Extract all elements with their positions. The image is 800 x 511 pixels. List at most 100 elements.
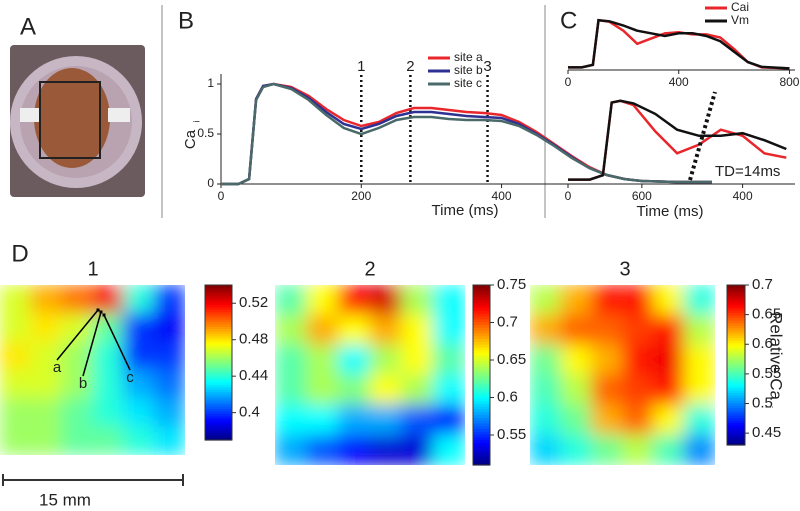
- panel-label: D: [11, 240, 28, 267]
- heatmap-cell: [61, 341, 93, 371]
- colorbar-step: [473, 372, 490, 376]
- heatmap-cell: [306, 344, 339, 376]
- colorbar-step: [727, 335, 745, 339]
- heatmap-cell: [30, 312, 63, 343]
- map-title: 3: [619, 258, 630, 280]
- colorbar-step: [727, 390, 745, 394]
- colorbar-step: [473, 389, 490, 393]
- colorbar-step: [727, 357, 745, 361]
- colorbar-step: [473, 335, 490, 340]
- colorbar-step: [473, 448, 490, 452]
- colorbar-tick-label: 0.7: [497, 313, 518, 330]
- heatmap-cell: [30, 341, 63, 371]
- heatmap-cell: [652, 344, 685, 376]
- colorbar-step: [205, 301, 232, 305]
- colorbar-step: [473, 400, 490, 404]
- heatmap-cell: [432, 434, 465, 465]
- heatmap-cell: [369, 285, 403, 316]
- colorbar-step: [727, 327, 745, 331]
- heatmap-cell: [401, 434, 434, 465]
- heatmap-cell: [622, 404, 654, 436]
- heatmap-cell: [30, 397, 63, 428]
- colorbar-step: [205, 432, 232, 436]
- colorbar-step: [473, 436, 490, 441]
- heatmap-cell: [369, 434, 403, 465]
- colorbar-step: [473, 321, 490, 325]
- colorbar-step: [473, 411, 490, 415]
- heatmap-cell: [306, 404, 339, 436]
- colorbar-step: [205, 437, 232, 441]
- heatmap-cell: [591, 344, 623, 376]
- heatmap-cell: [30, 369, 63, 399]
- heatmap: [0, 285, 185, 455]
- colorbar-step: [205, 340, 232, 344]
- colorbar-step: [473, 434, 490, 438]
- y-axis-label: Ca i: [182, 121, 201, 150]
- colorbar-tick-label: 0.6: [497, 388, 518, 405]
- colorbar-step: [473, 341, 490, 345]
- heatmap-cell: [560, 285, 593, 316]
- heatmap-cell: [30, 285, 63, 314]
- colorbar-step: [727, 392, 745, 396]
- colorbar-tick-label: 0.44: [239, 367, 268, 384]
- colorbar-step: [473, 290, 490, 295]
- heatmap-cell: [432, 285, 465, 316]
- colorbar-tick-label: 0.7: [752, 276, 773, 293]
- colorbar-step: [473, 414, 490, 418]
- heatmap-cell: [683, 434, 715, 465]
- heatmap-cell: [122, 285, 155, 314]
- colorbar-step: [205, 386, 232, 390]
- colorbar-step: [473, 363, 490, 368]
- heatmap-cell: [275, 344, 308, 376]
- colorbar-step: [205, 406, 232, 410]
- colorbar-step: [727, 400, 745, 404]
- heatmap-cell: [275, 285, 308, 316]
- heatmap-cell: [432, 344, 465, 376]
- series-line: [568, 18, 790, 70]
- heatmap-cell: [591, 285, 623, 316]
- colorbar-step: [205, 297, 232, 301]
- heatmap-cell: [622, 434, 654, 465]
- colorbar-step: [727, 377, 745, 381]
- colorbar-step: [727, 382, 745, 386]
- series-line: [568, 99, 787, 181]
- marker-label: 3: [483, 58, 491, 75]
- colorbar-step: [727, 420, 745, 424]
- x-tick-label: 200: [351, 189, 371, 203]
- heatmap-cell: [560, 374, 593, 406]
- heatmap-cell: [369, 314, 403, 346]
- colorbar-step: [727, 312, 745, 316]
- heatmap-cell: [61, 426, 93, 455]
- heatmap-cell: [0, 426, 32, 455]
- colorbar-step: [473, 403, 490, 407]
- heatmap-cell: [683, 344, 715, 376]
- colorbar-step: [473, 386, 490, 390]
- heatmap-cell: [153, 312, 185, 343]
- heatmap-cell: [337, 344, 371, 376]
- colorbar-tick-label: 0.55: [752, 365, 781, 382]
- colorbar-step: [727, 437, 745, 441]
- colorbar-step: [473, 349, 490, 354]
- colorbar-step: [473, 360, 490, 365]
- heatmap: [530, 285, 715, 465]
- colorbar-step: [727, 375, 745, 379]
- site-label: c: [126, 369, 134, 386]
- colorbar-step: [473, 327, 490, 331]
- site-pointer: [103, 314, 131, 371]
- heatmap-cell: [337, 434, 371, 465]
- colorbar-tick-label: 0.55: [497, 426, 526, 443]
- heatmap-cell: [560, 434, 593, 465]
- colorbar-step: [205, 430, 232, 434]
- heatmap-cell: [369, 374, 403, 406]
- colorbar-step: [205, 287, 232, 291]
- colorbar-step: [473, 428, 490, 432]
- colorbar-step: [727, 415, 745, 419]
- heatmap-cell: [432, 314, 465, 346]
- colorbar-step: [205, 379, 232, 383]
- heatmap-cell: [560, 344, 593, 376]
- colorbar-label: Relative Ca i: [762, 312, 785, 408]
- colorbar-step: [727, 340, 745, 344]
- colorbar-step: [727, 425, 745, 429]
- heatmap-cell: [432, 374, 465, 406]
- heatmap-cell: [530, 404, 562, 436]
